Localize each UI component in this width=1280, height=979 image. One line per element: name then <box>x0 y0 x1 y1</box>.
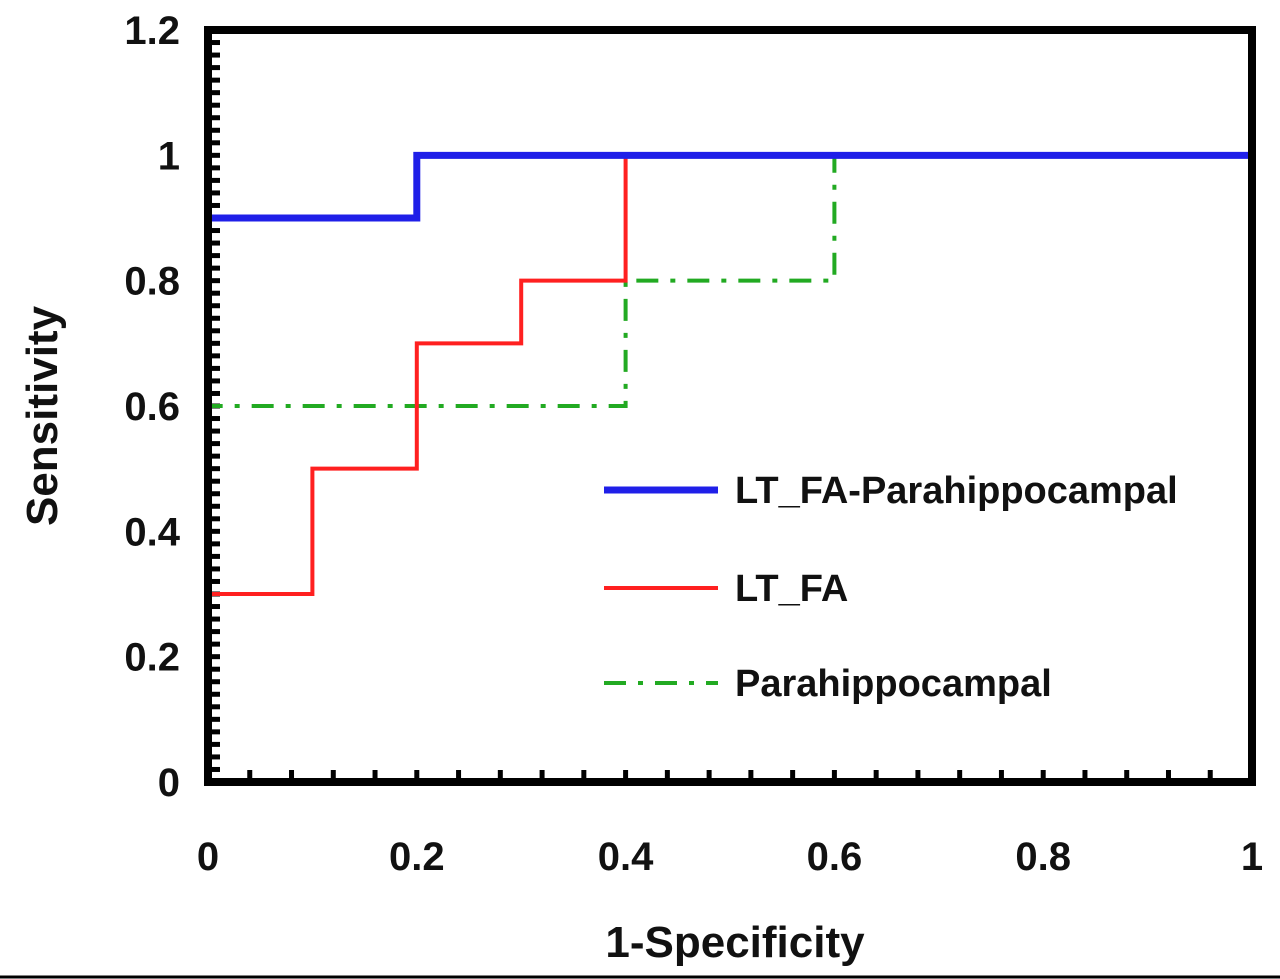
x-axis-title: 1-Specificity <box>605 918 865 967</box>
legend-label-2: LT_FA <box>735 568 848 610</box>
x-tick-label: 1 <box>1241 835 1263 879</box>
y-tick-label: 0.8 <box>124 260 180 304</box>
legend-label-1: LT_FA-Parahippocampal <box>735 470 1178 512</box>
y-tick-label: 0.6 <box>124 385 180 429</box>
series-line-2 <box>206 153 1252 720</box>
x-tick-label: 0.2 <box>389 835 445 879</box>
legend-label-3: Parahippocampal <box>735 663 1052 705</box>
y-tick-label: 0.2 <box>124 636 180 680</box>
y-tick-label: 1.2 <box>124 9 180 53</box>
y-tick-label: 0.4 <box>124 510 180 554</box>
x-tick-label: 0.8 <box>1015 835 1071 879</box>
plot-frame <box>204 26 1256 786</box>
y-axis-title: Sensitivity <box>18 305 67 526</box>
x-tick-label: 0.6 <box>807 835 863 879</box>
x-tick-label: 0 <box>197 835 219 879</box>
x-tick-label: 0.4 <box>598 835 654 879</box>
legend: LT_FA-Parahippocampal LT_FA Parahippocampa… <box>604 470 1178 705</box>
y-tick-label: 0 <box>158 761 180 805</box>
tick-labels: 0 0.2 0.4 0.6 0.8 1 0 0.2 0.4 0.6 0.8 1 1.2 <box>124 9 1263 879</box>
y-tick-label: 1 <box>158 134 180 178</box>
